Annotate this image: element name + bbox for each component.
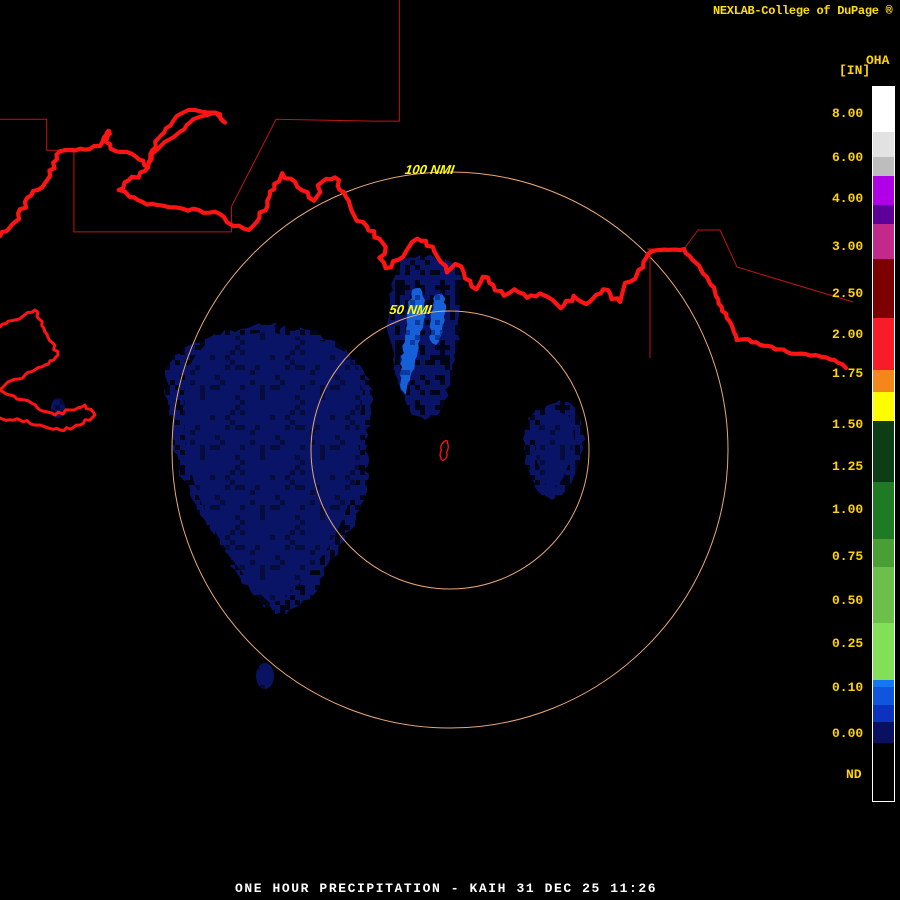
svg-text:50 NMI: 50 NMI [388,302,432,317]
svg-text:100 NMI: 100 NMI [404,162,456,177]
